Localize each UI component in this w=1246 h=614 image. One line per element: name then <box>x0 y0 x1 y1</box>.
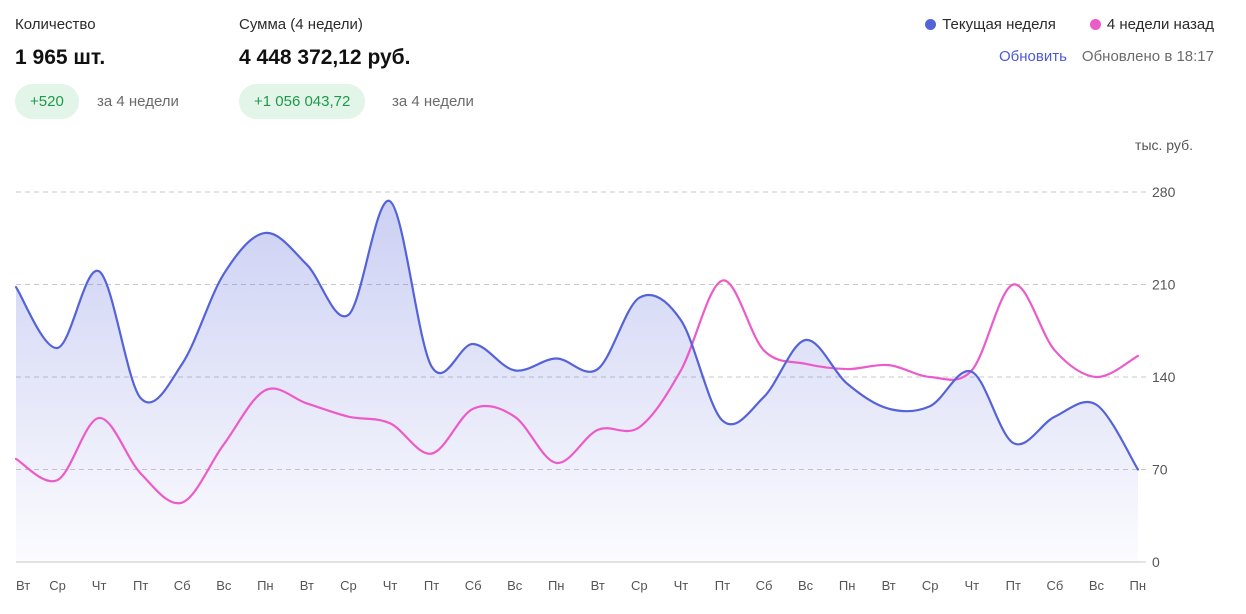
series-line-previous[interactable] <box>14 279 1140 505</box>
x-tick-label: Вс <box>507 578 523 593</box>
x-tick-label: Вс <box>1089 578 1105 593</box>
x-tick-label: Вт <box>882 578 896 593</box>
updated-timestamp: Обновлено в 18:17 <box>1081 48 1214 65</box>
x-tick-label: Ср <box>631 578 648 593</box>
x-tick-label: Вт <box>591 578 605 593</box>
x-tick-label: Пн <box>548 578 565 593</box>
x-tick-label: Пт <box>424 578 439 593</box>
quantity-delta-badge: +520 <box>15 84 79 119</box>
sum-value: 4 448 372,12 руб. <box>239 46 411 69</box>
legend-label-previous: 4 недели назад <box>1106 16 1214 33</box>
x-tick-label: Вс <box>216 578 232 593</box>
x-tick-layer: Вт Ср Чт Пт Сб Вс Пн Вт Ср Чт Пт Сб Вс Пн Вт Ср Чт Пт Сб Вс… <box>16 578 1146 593</box>
x-tick-label: Пн <box>257 578 274 593</box>
series-layer <box>14 200 1140 562</box>
legend-dot-previous-icon <box>1089 19 1101 30</box>
x-tick-label: Сб <box>465 578 482 593</box>
y-tick-label: 140 <box>1152 369 1176 385</box>
x-tick-label: Пт <box>1006 578 1021 593</box>
x-tick-label: Вс <box>798 578 814 593</box>
sum-delta-period: за 4 недели <box>392 93 474 110</box>
x-tick-label: Чт <box>964 578 979 593</box>
legend-item-previous[interactable]: 4 недели назад <box>1089 16 1214 33</box>
x-tick-label: Сб <box>756 578 773 593</box>
y-tick-label: 70 <box>1152 462 1168 478</box>
x-tick-label: Пт <box>133 578 148 593</box>
series-area-current <box>16 200 1138 562</box>
legend-label-current: Текущая неделя <box>942 16 1056 33</box>
y-tick-label: 280 <box>1152 184 1176 200</box>
x-tick-label: Пн <box>839 578 856 593</box>
sum-delta-badge: +1 056 043,72 <box>239 84 366 119</box>
y-axis-unit-label: тыс. руб. <box>1135 137 1193 153</box>
sales-chart: тыс. руб. 0 70 140 210 280 Вт Ср Чт Пт Сб Вс Пн Вт С… <box>14 137 1193 593</box>
x-tick-label: Ср <box>922 578 939 593</box>
x-tick-label: Пт <box>715 578 730 593</box>
refresh-button[interactable]: Обновить <box>999 48 1067 65</box>
legend-dot-current-icon <box>925 19 937 30</box>
x-tick-label: Вт <box>16 578 30 593</box>
legend-item-current[interactable]: Текущая неделя <box>925 16 1056 33</box>
series-line-current[interactable] <box>14 200 1140 471</box>
y-tick-label: 0 <box>1152 554 1160 570</box>
x-tick-label: Вт <box>300 578 314 593</box>
x-tick-label: Чт <box>674 578 689 593</box>
refresh-row: Обновить Обновлено в 18:17 <box>999 48 1214 65</box>
chart-legend: Текущая неделя 4 недели назад <box>925 16 1214 33</box>
x-tick-label: Сб <box>1046 578 1063 593</box>
quantity-value: 1 965 шт. <box>15 46 106 69</box>
x-tick-label: Чт <box>92 578 107 593</box>
y-tick-label: 210 <box>1152 277 1176 293</box>
x-tick-label: Ср <box>49 578 66 593</box>
x-tick-label: Сб <box>174 578 191 593</box>
x-tick-label: Чт <box>383 578 398 593</box>
x-tick-label: Пн <box>1129 578 1146 593</box>
x-tick-label: Ср <box>340 578 357 593</box>
quantity-label: Количество <box>15 16 96 33</box>
quantity-delta-period: за 4 недели <box>97 93 179 110</box>
sum-label: Сумма (4 недели) <box>239 16 363 33</box>
